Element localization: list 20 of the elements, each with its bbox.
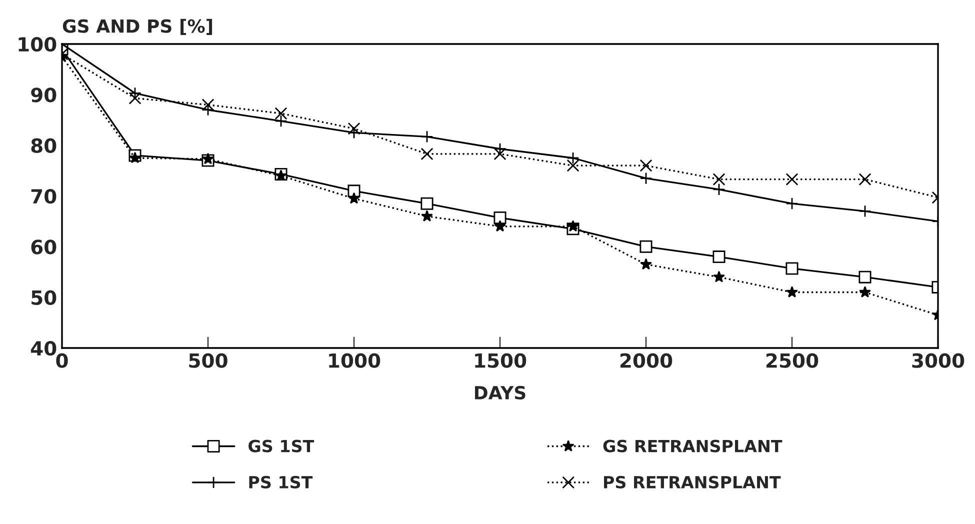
- x-axis-title: DAYS: [475, 386, 526, 400]
- x-tick-label: 1000: [329, 353, 380, 368]
- x-tick-label: 2500: [766, 353, 818, 368]
- x-tick-label: 500: [189, 353, 228, 368]
- x-tick-label: 3000: [912, 353, 964, 368]
- y-tick-label: 40: [30, 340, 56, 356]
- y-tick-label: 50: [32, 290, 56, 305]
- legend-label: GS RETRANSPLANT: [603, 440, 782, 452]
- y-tick-label: 60: [31, 240, 56, 254]
- y-tick-label: 90: [31, 88, 56, 102]
- y-axis-title: GS AND PS [%]: [62, 18, 212, 36]
- legend-label: PS 1ST: [249, 476, 313, 488]
- legend-label: GS 1ST: [248, 440, 314, 452]
- y-tick-label: 80: [31, 138, 56, 153]
- y-tick-label: 100: [18, 36, 56, 52]
- x-tick-label: 0: [56, 353, 68, 368]
- x-tick-label: 2000: [620, 353, 672, 368]
- legend-label: PS RETRANSPLANT: [604, 476, 781, 488]
- y-tick-label: 70: [31, 188, 56, 204]
- x-tick-label: 1500: [475, 353, 526, 368]
